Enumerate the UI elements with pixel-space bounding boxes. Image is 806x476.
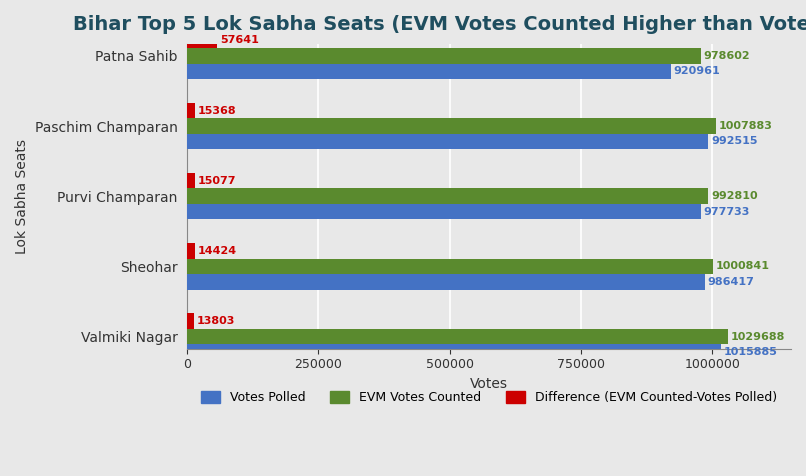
Bar: [187, 119, 717, 134]
Bar: [187, 33, 218, 48]
Bar: [187, 173, 195, 188]
Text: 992810: 992810: [711, 191, 758, 201]
Text: 15368: 15368: [197, 106, 236, 116]
Text: 1029688: 1029688: [730, 332, 785, 342]
Bar: [187, 329, 728, 344]
Bar: [187, 313, 194, 329]
Legend: Votes Polled, EVM Votes Counted, Difference (EVM Counted-Votes Polled): Votes Polled, EVM Votes Counted, Differe…: [196, 387, 782, 409]
Text: 1000841: 1000841: [715, 261, 769, 271]
Text: 57641: 57641: [220, 35, 259, 45]
Text: 1015885: 1015885: [723, 347, 777, 357]
Bar: [187, 204, 700, 219]
Bar: [187, 48, 701, 63]
Bar: [187, 103, 195, 119]
Bar: [187, 243, 195, 258]
Bar: [187, 134, 708, 149]
X-axis label: Votes: Votes: [470, 377, 508, 391]
Bar: [187, 188, 708, 204]
Text: 14424: 14424: [197, 246, 236, 256]
Text: 978602: 978602: [704, 51, 750, 61]
Text: 15077: 15077: [197, 176, 236, 186]
Title: Bihar Top 5 Lok Sabha Seats (EVM Votes Counted Higher than Votes Polled): Bihar Top 5 Lok Sabha Seats (EVM Votes C…: [73, 15, 806, 34]
Text: 977733: 977733: [703, 207, 750, 217]
Text: 920961: 920961: [673, 66, 720, 76]
Bar: [187, 63, 671, 79]
Text: 1007883: 1007883: [719, 121, 773, 131]
Bar: [187, 344, 721, 360]
Y-axis label: Lok Sabha Seats: Lok Sabha Seats: [15, 139, 29, 254]
Bar: [187, 258, 713, 274]
Text: 992515: 992515: [711, 137, 758, 147]
Bar: [187, 274, 705, 289]
Text: 986417: 986417: [708, 277, 754, 287]
Text: 13803: 13803: [197, 316, 235, 326]
